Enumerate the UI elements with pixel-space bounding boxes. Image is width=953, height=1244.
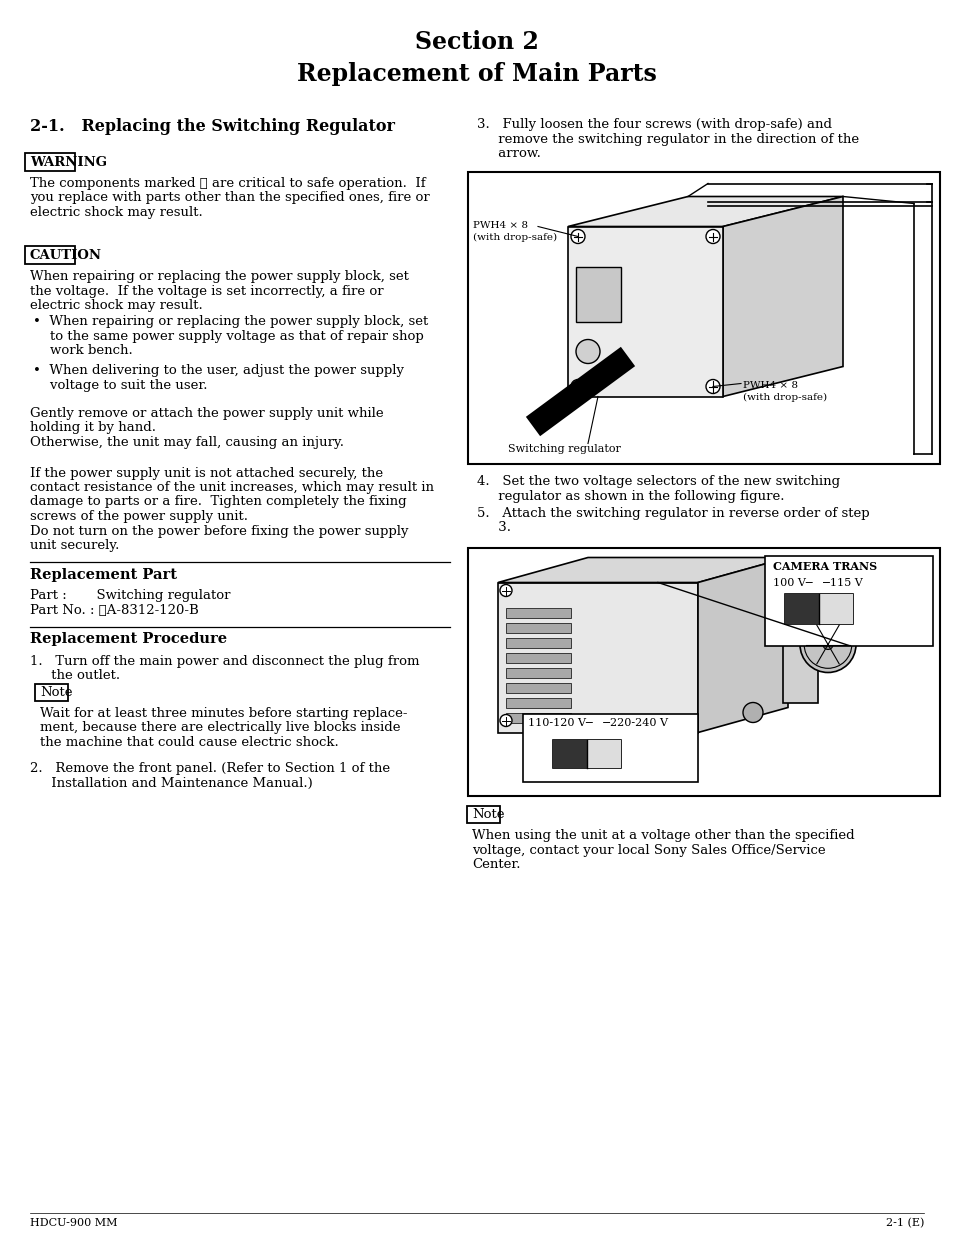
Text: electric shock may result.: electric shock may result. (30, 299, 203, 312)
Text: regulator as shown in the following figure.: regulator as shown in the following figu… (476, 490, 783, 503)
Text: you replace with parts other than the specified ones, fire or: you replace with parts other than the sp… (30, 192, 429, 204)
Bar (505, 622, 571, 632)
Text: Replacement Part: Replacement Part (30, 567, 177, 581)
Text: unit securely.: unit securely. (30, 539, 119, 552)
Bar (25, 153, 75, 170)
Circle shape (800, 617, 855, 673)
Text: 2.   Remove the front panel. (Refer to Section 1 of the: 2. Remove the front panel. (Refer to Sec… (30, 763, 390, 775)
Bar (782, 587, 817, 703)
Bar (784, 593, 818, 623)
Text: arrow.: arrow. (476, 147, 540, 160)
Text: Replacement Procedure: Replacement Procedure (30, 632, 227, 647)
Text: HDCU-900 MM: HDCU-900 MM (30, 1218, 117, 1228)
Bar (505, 637, 571, 647)
Bar (25, 246, 75, 264)
Polygon shape (497, 557, 787, 582)
Circle shape (742, 703, 762, 723)
Text: WARNING: WARNING (30, 156, 107, 169)
Circle shape (576, 340, 599, 363)
Text: •  When delivering to the user, adjust the power supply: • When delivering to the user, adjust th… (33, 364, 403, 377)
Text: Switching regulator: Switching regulator (507, 444, 620, 454)
Bar (522, 714, 698, 781)
Text: Center.: Center. (472, 858, 520, 872)
Bar (553, 739, 620, 768)
Circle shape (499, 585, 512, 597)
Bar (586, 739, 620, 768)
Text: 3.: 3. (476, 521, 511, 534)
Polygon shape (567, 197, 842, 226)
Text: Wait for at least three minutes before starting replace-: Wait for at least three minutes before s… (40, 707, 407, 719)
Circle shape (822, 639, 832, 649)
Bar (505, 607, 571, 617)
Text: If the power supply unit is not attached securely, the: If the power supply unit is not attached… (30, 466, 383, 479)
Text: CAUTION: CAUTION (30, 249, 102, 262)
Text: damage to parts or a fire.  Tighten completely the fixing: damage to parts or a fire. Tighten compl… (30, 495, 406, 509)
Text: the outlet.: the outlet. (30, 669, 120, 682)
Polygon shape (567, 226, 722, 397)
Text: 2-1 (E): 2-1 (E) (884, 1218, 923, 1228)
Circle shape (499, 714, 512, 726)
Text: Note: Note (472, 809, 504, 821)
Text: Replacement of Main Parts: Replacement of Main Parts (296, 62, 657, 86)
Polygon shape (525, 347, 635, 437)
Bar (764, 556, 932, 646)
Text: 3.   Fully loosen the four screws (with drop-safe) and: 3. Fully loosen the four screws (with dr… (476, 118, 831, 131)
Polygon shape (497, 582, 698, 733)
Text: When using the unit at a voltage other than the specified: When using the unit at a voltage other t… (472, 830, 854, 842)
Text: electric shock may result.: electric shock may result. (30, 207, 203, 219)
Text: the voltage.  If the voltage is set incorrectly, a fire or: the voltage. If the voltage is set incor… (30, 285, 383, 297)
Circle shape (571, 229, 584, 244)
Text: ment, because there are electrically live blocks inside: ment, because there are electrically liv… (40, 722, 400, 734)
Text: to the same power supply voltage as that of repair shop: to the same power supply voltage as that… (33, 330, 423, 343)
Text: 1.   Turn off the main power and disconnect the plug from: 1. Turn off the main power and disconnec… (30, 654, 419, 668)
Text: Gently remove or attach the power supply unit while: Gently remove or attach the power supply… (30, 407, 383, 420)
Bar (505, 653, 571, 663)
Text: 2-1.   Replacing the Switching Regulator: 2-1. Replacing the Switching Regulator (30, 118, 395, 136)
Text: CAMERA TRANS: CAMERA TRANS (772, 561, 876, 571)
Text: Otherwise, the unit may fall, causing an injury.: Otherwise, the unit may fall, causing an… (30, 435, 344, 449)
Bar (553, 739, 586, 768)
Bar (784, 593, 852, 623)
Text: screws of the power supply unit.: screws of the power supply unit. (30, 510, 248, 522)
Text: holding it by hand.: holding it by hand. (30, 422, 156, 434)
Bar (35, 683, 68, 702)
Circle shape (705, 379, 720, 393)
Text: the machine that could cause electric shock.: the machine that could cause electric sh… (40, 735, 338, 749)
Text: PWH4 × 8
(with drop-safe): PWH4 × 8 (with drop-safe) (742, 382, 826, 402)
Text: 4.   Set the two voltage selectors of the new switching: 4. Set the two voltage selectors of the … (476, 475, 840, 489)
Text: Section 2: Section 2 (415, 30, 538, 53)
Polygon shape (698, 557, 787, 733)
Bar (467, 806, 499, 824)
Bar (576, 266, 620, 321)
Text: Part No. : ⚠A-8312-120-B: Part No. : ⚠A-8312-120-B (30, 605, 198, 617)
Bar (505, 698, 571, 708)
Bar (505, 668, 571, 678)
Text: Note: Note (40, 687, 72, 699)
Text: 110-120 V─   ─220-240 V: 110-120 V─ ─220-240 V (527, 719, 667, 729)
Text: work bench.: work bench. (33, 345, 132, 357)
Text: 100 V─   ─115 V: 100 V─ ─115 V (772, 577, 862, 587)
Bar (468, 547, 939, 795)
Text: Part :       Switching regulator: Part : Switching regulator (30, 590, 231, 602)
Bar (818, 593, 852, 623)
Text: voltage to suit the user.: voltage to suit the user. (33, 378, 208, 392)
Bar (505, 683, 571, 693)
Bar (468, 172, 939, 464)
Text: PWH4 × 8
(with drop-safe): PWH4 × 8 (with drop-safe) (473, 221, 557, 241)
Text: contact resistance of the unit increases, which may result in: contact resistance of the unit increases… (30, 481, 434, 494)
Polygon shape (722, 197, 842, 397)
Bar (505, 713, 571, 723)
Text: voltage, contact your local Sony Sales Office/Service: voltage, contact your local Sony Sales O… (472, 843, 824, 857)
Text: The components marked ⚠ are critical to safe operation.  If: The components marked ⚠ are critical to … (30, 177, 425, 190)
Circle shape (705, 229, 720, 244)
Text: Installation and Maintenance Manual.): Installation and Maintenance Manual.) (30, 776, 313, 790)
Circle shape (571, 379, 584, 393)
Text: 5.   Attach the switching regulator in reverse order of step: 5. Attach the switching regulator in rev… (476, 506, 869, 520)
Text: Do not turn on the power before fixing the power supply: Do not turn on the power before fixing t… (30, 525, 408, 537)
Text: •  When repairing or replacing the power supply block, set: • When repairing or replacing the power … (33, 316, 428, 328)
Text: When repairing or replacing the power supply block, set: When repairing or replacing the power su… (30, 270, 409, 282)
Text: remove the switching regulator in the direction of the: remove the switching regulator in the di… (476, 133, 859, 146)
